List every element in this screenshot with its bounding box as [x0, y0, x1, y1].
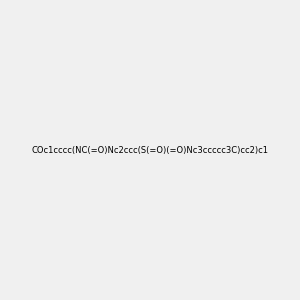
Text: COc1cccc(NC(=O)Nc2ccc(S(=O)(=O)Nc3ccccc3C)cc2)c1: COc1cccc(NC(=O)Nc2ccc(S(=O)(=O)Nc3ccccc3…	[32, 146, 268, 154]
